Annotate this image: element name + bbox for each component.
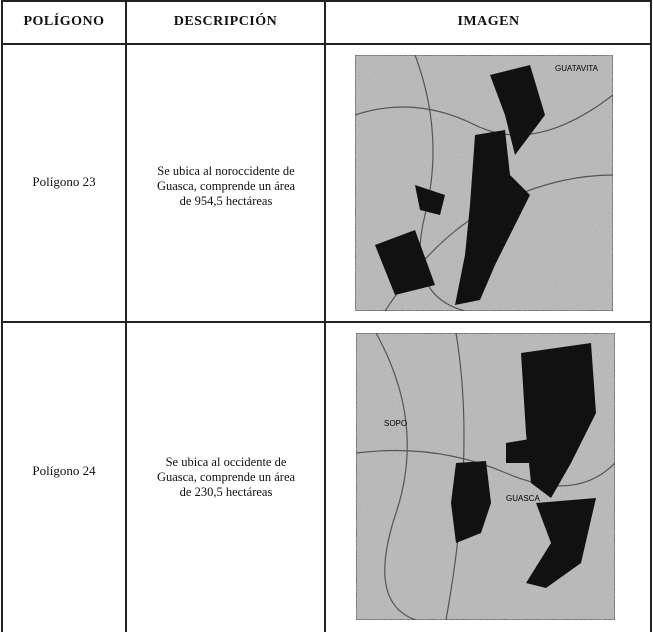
border: [1, 0, 3, 632]
polygon-name: Polígono 23: [32, 174, 96, 189]
header-cell: IMAGEN: [457, 14, 520, 29]
header-cell: POLÍGONO: [23, 14, 105, 29]
map-image: SOPO GUASCA: [356, 333, 615, 620]
map-label: GUASCA: [506, 494, 540, 503]
map-label: GUATAVITA: [555, 64, 599, 73]
map-image: GUATAVITA: [355, 55, 613, 311]
header-cell: DESCRIPCIÓN: [173, 14, 278, 29]
border: [324, 0, 326, 632]
polygon-description: Se ubica al noroccidente de Guasca, comp…: [156, 164, 296, 208]
border: [1, 43, 652, 45]
polygon-description: Se ubica al occidente de Guasca, compren…: [156, 455, 296, 499]
polygon-name: Polígono 24: [32, 463, 96, 478]
map-label: SOPO: [384, 419, 407, 428]
border: [125, 0, 127, 632]
border: [650, 0, 652, 632]
border: [1, 0, 652, 2]
border: [1, 321, 652, 323]
